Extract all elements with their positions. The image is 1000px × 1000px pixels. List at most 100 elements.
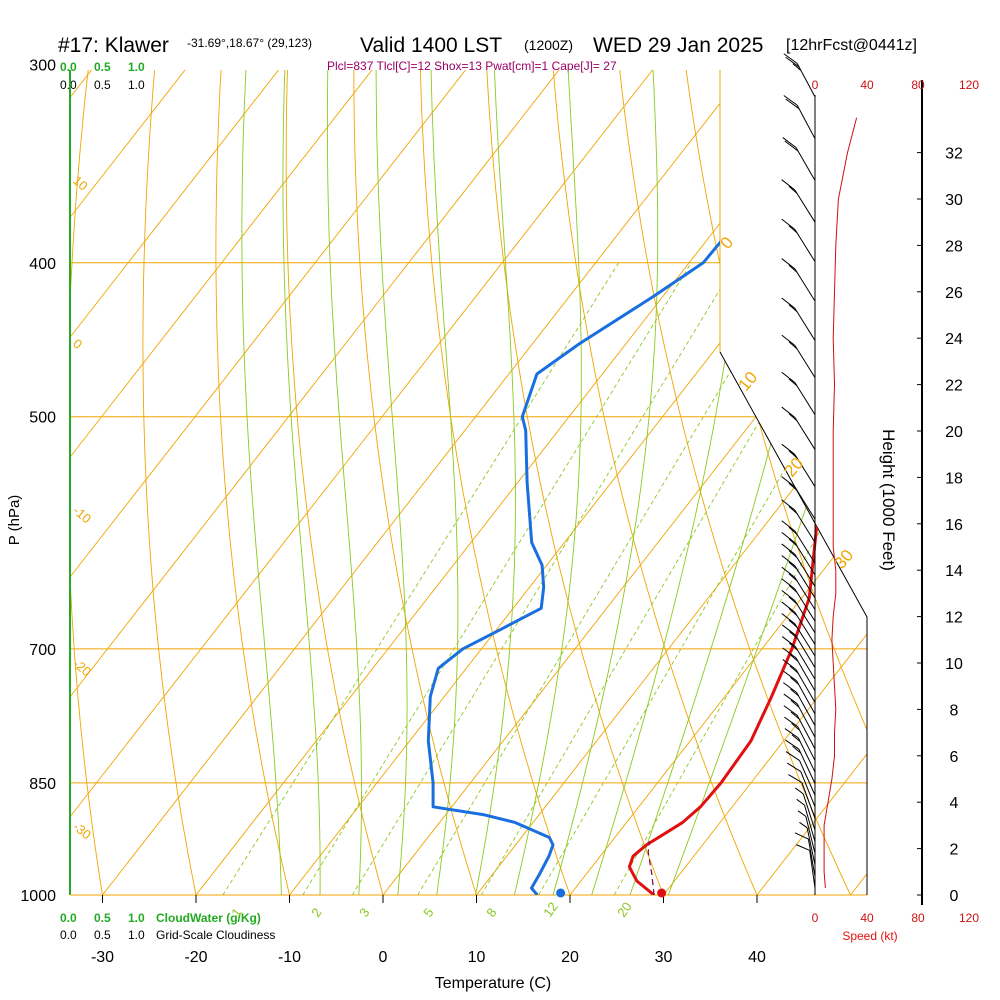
barb-feather xyxy=(788,538,798,547)
wind-barb xyxy=(782,647,816,692)
isotherm-label: -30 xyxy=(70,819,94,843)
moist-adiabat-line xyxy=(505,70,582,895)
barb-feather xyxy=(796,844,810,851)
mixing-ratio-line xyxy=(302,262,692,895)
barb-staff xyxy=(794,229,816,262)
moist-adiabat-line xyxy=(655,70,867,895)
isotherm-line xyxy=(70,70,662,895)
barb-feather xyxy=(788,304,798,313)
barb-feather xyxy=(788,774,803,784)
temp-tick-label: 40 xyxy=(748,949,766,966)
barb-staff xyxy=(794,268,816,302)
barb-feather xyxy=(788,482,798,491)
barb-feather xyxy=(781,566,796,578)
speed-axis-label: Speed (kt) xyxy=(842,929,897,943)
cloudiness-tick: 0.0 xyxy=(60,928,77,942)
forecast-info: [12hrFcst@0441z] xyxy=(786,37,917,54)
barb-staff xyxy=(794,588,816,622)
barb-staff xyxy=(797,737,816,773)
barb-feather xyxy=(781,636,796,648)
barb-staff xyxy=(794,189,816,223)
wind-barb xyxy=(797,810,816,854)
barb-staff xyxy=(804,804,816,842)
barb-feather xyxy=(783,693,798,705)
barb-feather xyxy=(781,531,796,544)
wind-barb xyxy=(781,566,816,610)
barb-feather xyxy=(791,734,801,742)
wind-barb xyxy=(782,670,816,715)
barb-feather xyxy=(789,654,799,662)
pressure-tick-label: 1000 xyxy=(20,888,56,905)
mixing-ratio-label: 3 xyxy=(356,905,372,920)
wind-barb xyxy=(781,297,816,341)
dry-adiabat-line xyxy=(142,70,204,895)
barb-feather xyxy=(788,264,798,273)
barb-staff xyxy=(796,680,816,715)
wind-barb xyxy=(782,137,816,181)
barb-staff xyxy=(805,816,816,854)
speed-tick-label: 80 xyxy=(911,911,925,925)
moist-adiabat-line xyxy=(282,70,321,895)
height-tick-label: 2 xyxy=(950,842,959,859)
mixing-ratio-line xyxy=(613,262,867,895)
bottom-left-scales: 0.0 0.5 1.0 CloudWater (g/Kg) 0.0 0.5 1.… xyxy=(60,911,275,942)
speed-tick-label: 0 xyxy=(812,78,819,92)
dry-adiabat-line xyxy=(482,70,678,895)
barb-staff xyxy=(807,838,816,877)
height-profile-boundary xyxy=(719,351,868,895)
barb-feather xyxy=(797,810,807,817)
speed-tick-label: 40 xyxy=(860,911,874,925)
barb-feather xyxy=(788,550,798,558)
height-tick-label: 18 xyxy=(945,470,963,487)
barb-staff xyxy=(794,577,816,610)
barb-feather xyxy=(785,56,800,68)
barb-staff xyxy=(801,782,816,819)
cloudwater-tick: 0.5 xyxy=(94,60,111,74)
isotherm-line xyxy=(70,70,569,895)
wind-barb xyxy=(783,705,816,750)
wind-barb xyxy=(781,543,816,587)
moist-adiabat-line xyxy=(580,70,748,895)
wind-panel xyxy=(781,53,858,895)
dry-adiabat-label: 20 xyxy=(781,454,808,481)
barb-feather xyxy=(788,341,798,350)
barb-staff xyxy=(794,308,816,341)
barb-feather xyxy=(788,608,798,616)
barb-feather xyxy=(781,476,796,488)
barb-feather xyxy=(781,443,796,455)
isotherm-line xyxy=(663,70,867,895)
wind-barb xyxy=(783,95,816,139)
temp-tick-label: 30 xyxy=(655,949,673,966)
wind-barb xyxy=(794,832,816,877)
height-tick-label: 24 xyxy=(945,331,963,348)
barb-staff xyxy=(796,703,816,738)
barb-feather xyxy=(781,218,796,230)
height-tick-label: 4 xyxy=(950,795,959,812)
cloudwater-tick: 0.0 xyxy=(60,911,77,925)
barb-feather xyxy=(781,578,796,590)
barb-feather xyxy=(781,334,796,346)
barb-staff xyxy=(795,147,816,181)
wind-barb xyxy=(783,53,816,98)
barb-feather xyxy=(781,258,796,270)
barb-feather xyxy=(789,631,798,639)
temp-tick-label: -30 xyxy=(91,949,114,966)
mixing-ratio-line xyxy=(417,262,796,895)
height-tick-label: 26 xyxy=(945,285,963,302)
wind-barb xyxy=(781,589,816,634)
wind-barb xyxy=(781,531,816,576)
dry-adiabat-line xyxy=(606,70,867,895)
wind-barb xyxy=(785,739,816,784)
barb-feather xyxy=(788,450,798,459)
barb-feather xyxy=(783,53,798,64)
mixing-ratio-line xyxy=(538,262,867,895)
cloudiness-tick: 0.5 xyxy=(94,78,111,92)
wind-barb xyxy=(781,555,816,599)
barb-feather xyxy=(794,832,809,840)
barb-feather xyxy=(788,185,798,194)
wind-barb xyxy=(781,258,816,302)
wind-barb xyxy=(781,499,816,543)
barb-feather xyxy=(782,670,797,682)
barb-staff xyxy=(796,104,816,139)
header: #17: Klawer -31.69°,18.67° (29,123) Vali… xyxy=(58,34,917,73)
